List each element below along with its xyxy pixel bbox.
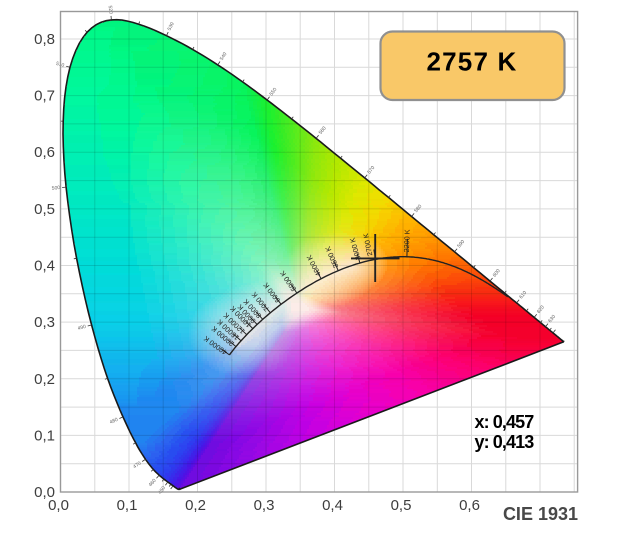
svg-text:540: 540 <box>219 51 229 61</box>
svg-text:0,5: 0,5 <box>391 497 412 514</box>
svg-text:0,7: 0,7 <box>34 88 55 105</box>
svg-text:0,4: 0,4 <box>34 258 55 275</box>
svg-text:0,3: 0,3 <box>254 497 275 514</box>
svg-text:0,6: 0,6 <box>459 497 480 514</box>
svg-text:550: 550 <box>269 87 279 97</box>
svg-text:590: 590 <box>456 239 466 249</box>
svg-text:2757 K: 2757 K <box>426 47 517 77</box>
svg-text:0,2: 0,2 <box>34 371 55 388</box>
svg-text:570: 570 <box>366 165 376 175</box>
svg-text:630: 630 <box>547 314 557 324</box>
svg-text:x: 0,457: x: 0,457 <box>475 412 535 432</box>
svg-text:2700 K: 2700 K <box>361 232 374 256</box>
svg-text:2200 K: 2200 K <box>402 229 412 252</box>
svg-text:460: 460 <box>148 478 158 488</box>
svg-text:0,8: 0,8 <box>34 31 55 48</box>
svg-text:0,2: 0,2 <box>185 497 206 514</box>
svg-text:610: 610 <box>518 290 528 300</box>
svg-text:0,0: 0,0 <box>34 484 55 501</box>
svg-text:500: 500 <box>52 185 61 192</box>
svg-text:0,3: 0,3 <box>34 314 55 331</box>
svg-text:580: 580 <box>413 204 423 214</box>
svg-text:y: 0,413: y: 0,413 <box>475 432 535 452</box>
svg-text:620: 620 <box>536 304 546 314</box>
svg-text:600: 600 <box>492 268 502 278</box>
svg-text:0,5: 0,5 <box>34 201 55 218</box>
svg-text:0,1: 0,1 <box>34 427 55 444</box>
svg-text:0,6: 0,6 <box>34 144 55 161</box>
svg-text:CIE 1931: CIE 1931 <box>503 504 578 524</box>
svg-text:470: 470 <box>132 460 142 470</box>
svg-text:520: 520 <box>107 5 114 14</box>
svg-text:490: 490 <box>77 324 87 332</box>
svg-text:480: 480 <box>109 417 119 426</box>
svg-text:450: 450 <box>157 485 167 495</box>
svg-text:530: 530 <box>167 21 176 31</box>
svg-text:0,4: 0,4 <box>322 497 343 514</box>
svg-text:0,1: 0,1 <box>117 497 138 514</box>
svg-text:560: 560 <box>318 125 328 135</box>
svg-text:0,0: 0,0 <box>48 497 69 514</box>
